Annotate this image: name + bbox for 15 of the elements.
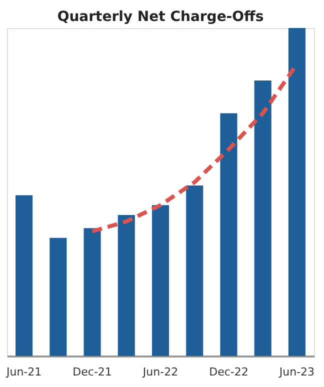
x-tick-label: Dec-22 [209, 366, 248, 378]
bar [84, 228, 101, 356]
x-tick-label: Dec-21 [72, 366, 112, 378]
bar [254, 80, 272, 356]
bar [288, 28, 306, 356]
chart-title: Quarterly Net Charge-Offs [57, 9, 264, 25]
bar [16, 195, 33, 356]
bar [50, 238, 67, 356]
bar [118, 214, 135, 356]
bar [220, 113, 238, 356]
bar [152, 205, 170, 356]
x-tick-label: Jun-21 [5, 366, 42, 378]
x-tick-label: Jun-23 [278, 366, 315, 378]
x-tick-label: Jun-22 [142, 366, 178, 378]
bar [186, 185, 204, 356]
